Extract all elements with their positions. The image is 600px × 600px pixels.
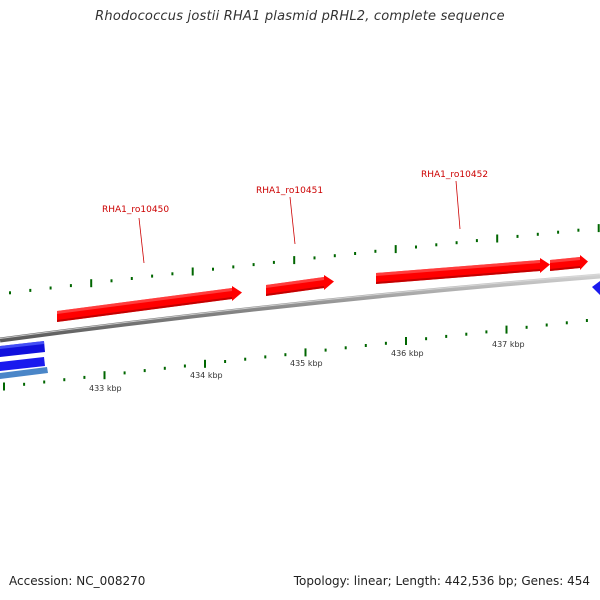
kbp-label: 433 kbp	[89, 384, 122, 393]
accession-text: Accession: NC_008270	[9, 574, 146, 588]
kbp-label: 436 kbp	[391, 349, 424, 358]
outer-scale-ticks	[9, 224, 600, 295]
genome-backbone	[0, 273, 600, 343]
gene-labels: RHA1_ro10450 RHA1_ro10451 RHA1_ro10452	[102, 170, 488, 264]
gene-label[interactable]: RHA1_ro10451	[256, 186, 323, 196]
kbp-scale-labels: 433 kbp 434 kbp 435 kbp 436 kbp 437 kbp	[89, 340, 525, 393]
reverse-gene-arrow[interactable]	[592, 281, 600, 295]
kbp-label: 435 kbp	[290, 359, 323, 368]
reverse-strand-genes	[0, 281, 600, 379]
gene-label-leader	[138, 217, 145, 264]
gene-label[interactable]: RHA1_ro10450	[102, 205, 169, 215]
forward-strand-genes	[57, 255, 588, 322]
gene-label[interactable]: RHA1_ro10452	[421, 170, 488, 180]
map-summary-text: Topology: linear; Length: 442,536 bp; Ge…	[293, 574, 590, 588]
reverse-gene-arrow[interactable]	[0, 357, 45, 371]
kbp-label: 437 kbp	[492, 340, 525, 349]
gene-label-leader	[289, 196, 296, 245]
inner-scale-ticks	[3, 319, 588, 391]
map-title: Rhodococcus jostii RHA1 plasmid pRHL2, c…	[95, 9, 505, 24]
gene-label-leader	[455, 180, 461, 230]
secondary-feature-bar	[0, 367, 48, 379]
kbp-label: 434 kbp	[190, 371, 223, 380]
